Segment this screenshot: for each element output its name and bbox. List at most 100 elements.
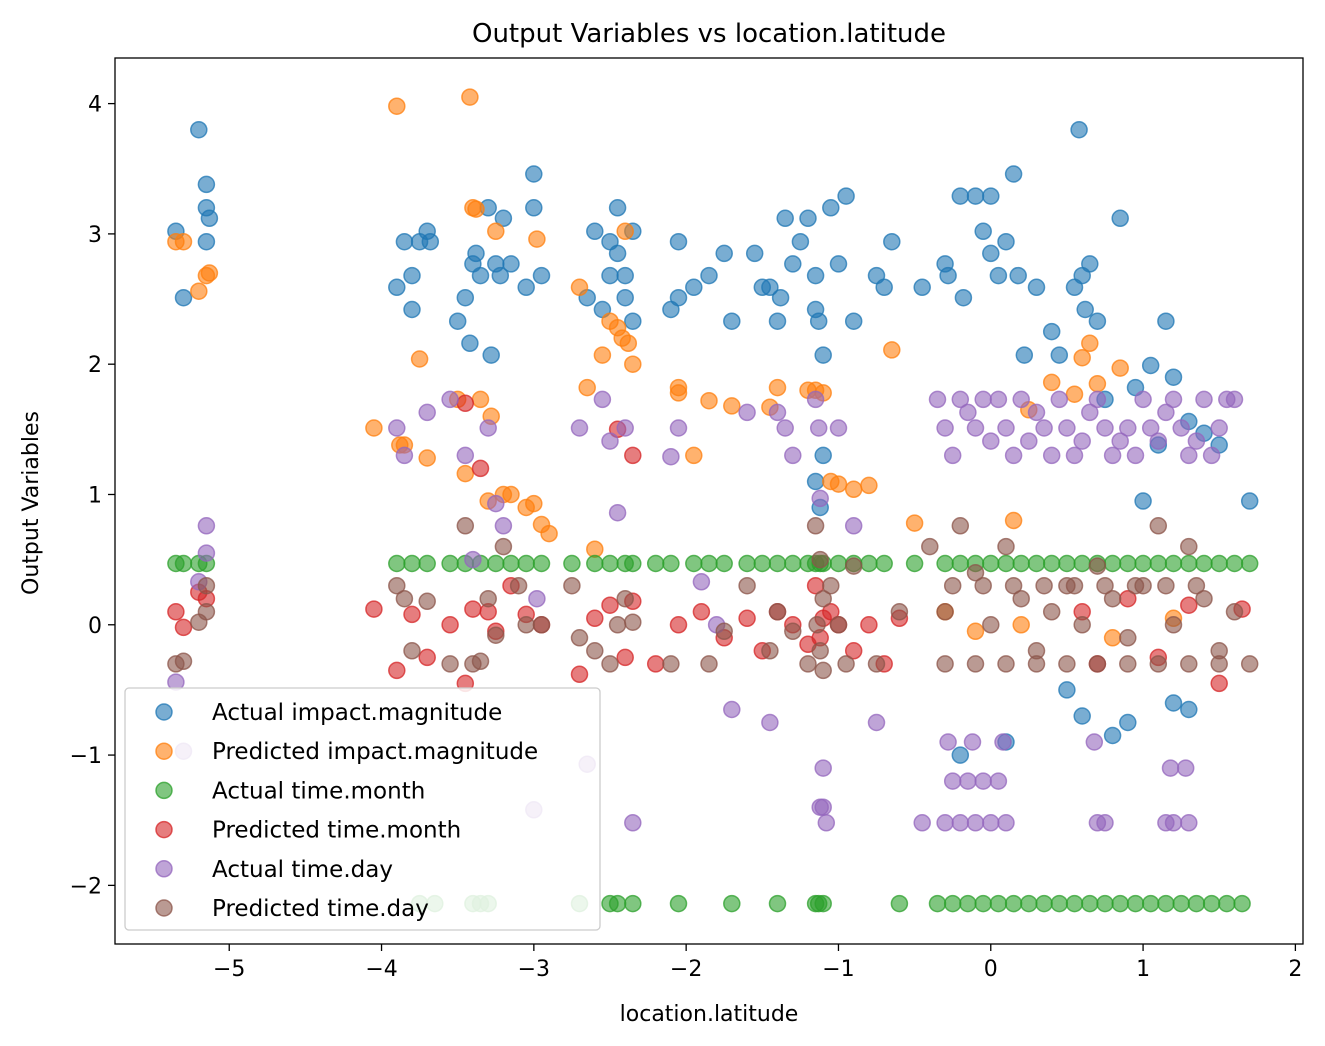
data-point (502, 485, 520, 504)
data-point (685, 278, 703, 297)
data-point (860, 476, 878, 495)
data-point (1202, 446, 1221, 465)
data-point (1035, 419, 1053, 437)
data-point (1157, 894, 1175, 913)
data-point (1020, 894, 1038, 913)
data-point (1088, 374, 1107, 393)
data-point (761, 713, 779, 732)
data-point (1027, 403, 1046, 422)
data-point (1065, 894, 1084, 913)
data-point (692, 573, 711, 591)
data-point (403, 554, 421, 573)
data-point (1004, 165, 1023, 183)
data-point (461, 88, 479, 106)
data-point (715, 622, 733, 641)
legend-box (124, 687, 601, 931)
data-point (669, 419, 688, 437)
data-point (467, 200, 485, 218)
data-point (586, 554, 604, 573)
data-point (1149, 655, 1168, 673)
data-point (723, 700, 741, 719)
data-point (951, 814, 970, 832)
y-tick-label: 2 (88, 353, 102, 378)
data-point (791, 232, 810, 251)
data-point (806, 390, 825, 409)
data-point (814, 661, 832, 680)
data-point (525, 165, 543, 183)
data-point (1149, 432, 1168, 450)
x-tick-label: 2 (1288, 957, 1302, 982)
data-point (806, 472, 825, 491)
data-point (966, 563, 985, 582)
data-point (982, 244, 1000, 263)
data-point (441, 655, 459, 673)
data-point (954, 288, 973, 307)
y-axis-ticks: −2 −1 0 1 2 3 4 (70, 93, 115, 899)
data-point (1111, 432, 1129, 450)
data-point (197, 603, 216, 621)
data-point (844, 642, 863, 660)
data-point (1088, 312, 1107, 330)
data-point (418, 449, 436, 467)
data-point (768, 378, 787, 397)
data-point (799, 655, 817, 673)
data-point (570, 419, 589, 437)
legend-entry-label: Actual time.day (212, 857, 393, 883)
data-point (200, 209, 219, 228)
data-point (1073, 432, 1091, 450)
data-point (806, 266, 825, 285)
data-point (1076, 300, 1094, 319)
data-point (1042, 446, 1061, 465)
data-point (1126, 894, 1145, 913)
data-point (494, 209, 513, 228)
data-point (997, 814, 1015, 832)
data-point (669, 384, 688, 402)
data-point (1187, 432, 1206, 450)
data-point (943, 772, 962, 790)
data-point (860, 616, 878, 634)
data-point (1035, 894, 1053, 913)
data-point (768, 894, 787, 913)
data-point (669, 616, 688, 634)
data-point (989, 894, 1008, 913)
data-point (616, 589, 634, 608)
data-point (487, 626, 505, 644)
data-point (608, 503, 627, 522)
data-point (951, 554, 970, 573)
data-point (1180, 537, 1198, 556)
data-point (1004, 576, 1023, 595)
data-point (624, 613, 642, 631)
data-point (1240, 554, 1259, 573)
data-point (1134, 390, 1152, 409)
data-point (936, 554, 954, 573)
data-point (1134, 554, 1152, 573)
data-point (966, 622, 985, 641)
legend-entry-label: Predicted time.day (212, 896, 429, 922)
data-point (479, 419, 497, 437)
legend-marker (155, 703, 173, 721)
data-point (365, 600, 383, 618)
data-point (1180, 814, 1198, 832)
x-tick-label: 0 (984, 957, 998, 982)
data-point (738, 403, 756, 422)
legend-entry-label: Predicted time.month (212, 818, 461, 844)
data-point (174, 652, 193, 671)
data-point (974, 576, 992, 595)
data-point (616, 648, 634, 667)
data-point (1081, 894, 1099, 913)
data-point (624, 355, 642, 373)
data-point (943, 446, 962, 465)
data-point (388, 419, 406, 437)
data-point (959, 894, 977, 913)
data-point (1210, 674, 1228, 693)
data-point (528, 230, 546, 248)
data-point (685, 446, 703, 465)
data-point (723, 894, 741, 913)
data-point (738, 554, 756, 573)
data-point (829, 255, 848, 273)
data-point (1119, 655, 1137, 673)
data-point (1081, 334, 1099, 353)
data-point (388, 661, 406, 680)
data-point (1157, 403, 1175, 422)
